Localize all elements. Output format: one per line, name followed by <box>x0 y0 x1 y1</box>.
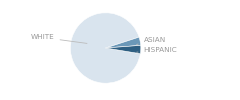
Text: HISPANIC: HISPANIC <box>137 47 177 53</box>
Wedge shape <box>106 37 141 48</box>
Wedge shape <box>70 13 140 83</box>
Text: WHITE: WHITE <box>31 34 87 43</box>
Wedge shape <box>106 45 141 54</box>
Text: ASIAN: ASIAN <box>137 37 166 44</box>
